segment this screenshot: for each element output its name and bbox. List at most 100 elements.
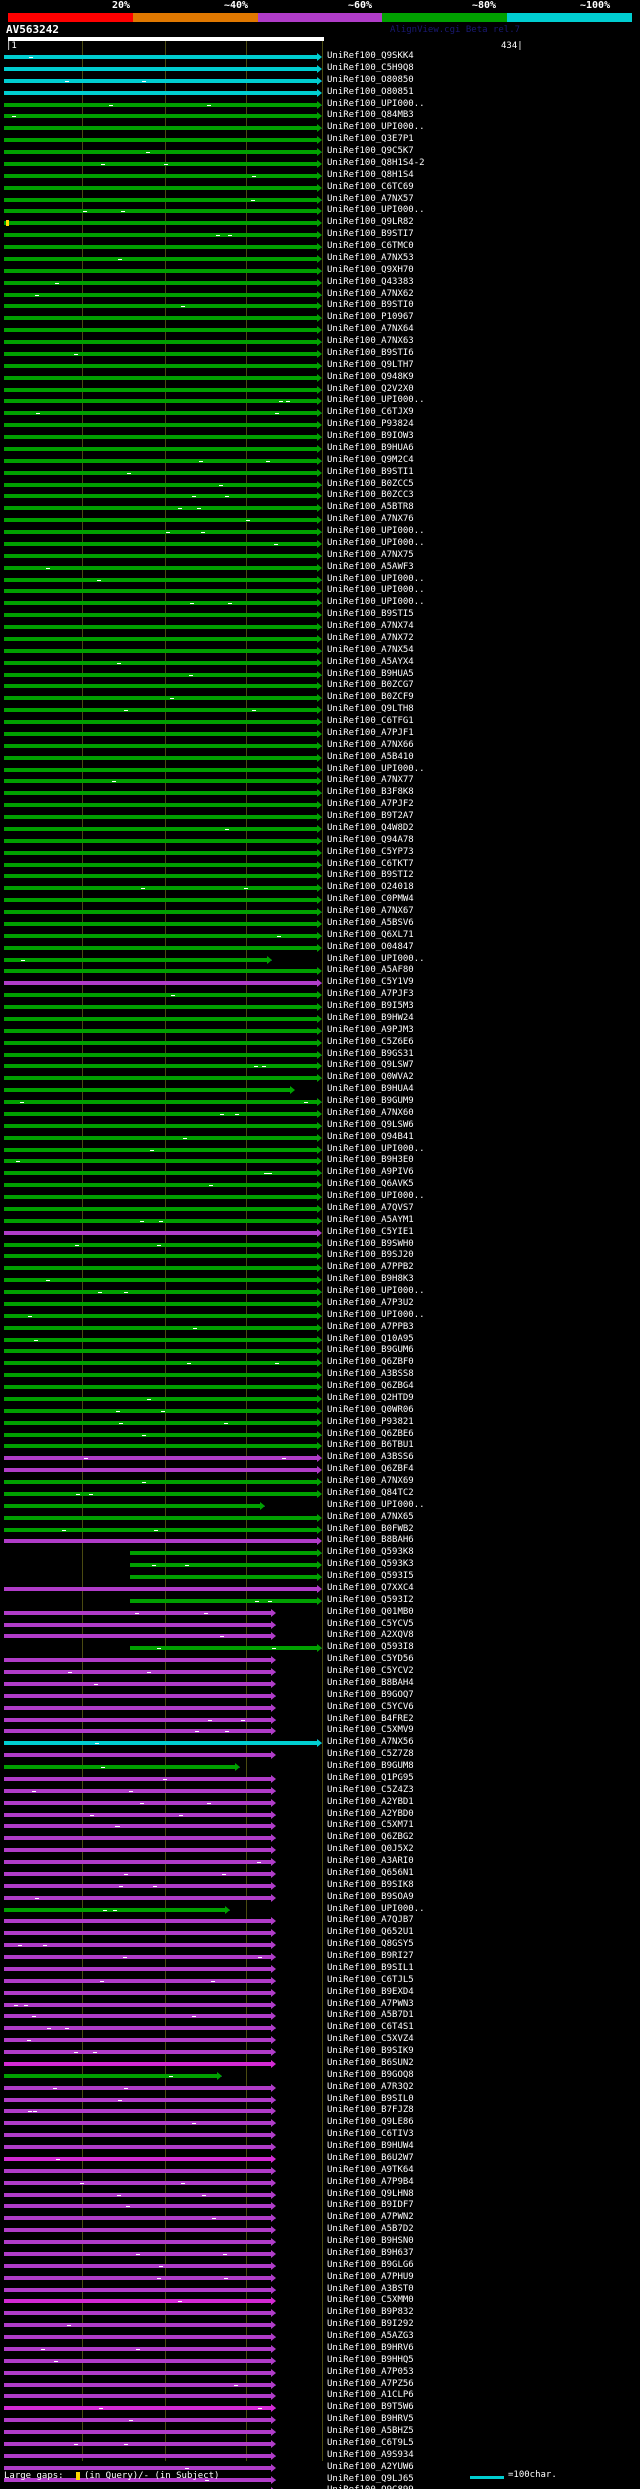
alignment-hit-row[interactable]: UniRef100_B0ZCF9 xyxy=(0,692,640,705)
hsp-bar[interactable] xyxy=(4,1301,317,1306)
hit-id-label[interactable]: UniRef100_B9H3E0 xyxy=(327,1155,414,1166)
alignment-hit-row[interactable]: UniRef100_UPI000.. xyxy=(0,526,640,539)
hit-id-label[interactable]: UniRef100_UPI000.. xyxy=(327,585,425,596)
alignment-hit-row[interactable]: UniRef100_P93824 xyxy=(0,419,640,432)
hit-id-label[interactable]: UniRef100_B9RI27 xyxy=(327,1951,414,1961)
hit-id-label[interactable]: UniRef100_B9SIL1 xyxy=(327,1962,414,1973)
hit-id-label[interactable]: UniRef100_Q652U1 xyxy=(327,1927,414,1938)
alignment-hit-row[interactable]: UniRef100_Q9M2C4 xyxy=(0,455,640,468)
hit-id-label[interactable]: UniRef100_Q9LTH8 xyxy=(327,704,414,715)
alignment-hit-row[interactable]: UniRef100_A2XQV8 xyxy=(0,1630,640,1643)
alignment-hit-row[interactable]: UniRef100_B9IDF7 xyxy=(0,2200,640,2213)
alignment-hit-row[interactable]: UniRef100_Q10A95 xyxy=(0,1334,640,1347)
hit-id-label[interactable]: UniRef100_A7NX53 xyxy=(327,252,414,263)
alignment-hit-row[interactable]: UniRef100_A7NX75 xyxy=(0,550,640,563)
hit-id-label[interactable]: UniRef100_A9PIV6 xyxy=(327,1167,414,1178)
alignment-hit-row[interactable]: UniRef100_A9PIV6 xyxy=(0,1167,640,1180)
hsp-bar[interactable] xyxy=(4,2406,271,2411)
hsp-bar[interactable] xyxy=(4,1812,271,1817)
hsp-bar[interactable] xyxy=(4,779,317,784)
hsp-bar[interactable] xyxy=(4,1670,271,1674)
hsp-bar[interactable] xyxy=(4,161,317,166)
hit-id-label[interactable]: UniRef100_A5B410 xyxy=(327,751,414,762)
hsp-bar[interactable] xyxy=(4,898,317,903)
hit-id-label[interactable]: UniRef100_B4FRE2 xyxy=(327,1713,414,1724)
hit-id-label[interactable]: UniRef100_UPI000.. xyxy=(327,1191,425,1201)
hsp-bar[interactable] xyxy=(4,933,317,938)
hit-id-label[interactable]: UniRef100_Q2V2X0 xyxy=(327,383,414,394)
hit-id-label[interactable]: UniRef100_B9T2A7 xyxy=(327,811,414,821)
alignment-hit-row[interactable]: UniRef100_B0ZCG7 xyxy=(0,680,640,693)
hit-id-label[interactable]: UniRef100_Q2HTD9 xyxy=(327,1392,414,1403)
hit-id-label[interactable]: UniRef100_C6T9L5 xyxy=(327,2437,414,2448)
hsp-bar[interactable] xyxy=(4,66,317,71)
alignment-hit-row[interactable]: UniRef100_A5BTR8 xyxy=(0,502,640,515)
hit-id-label[interactable]: UniRef100_Q8H1S4 xyxy=(327,169,414,180)
hsp-bar[interactable] xyxy=(4,138,317,143)
hsp-bar[interactable] xyxy=(4,2156,271,2161)
hsp-bar[interactable] xyxy=(4,1361,317,1366)
hit-id-label[interactable]: UniRef100_UPI000.. xyxy=(327,597,425,608)
hsp-bar[interactable] xyxy=(4,1373,317,1378)
hsp-bar[interactable] xyxy=(4,1313,317,1318)
hit-id-label[interactable]: UniRef100_C5Y1V9 xyxy=(327,977,414,988)
hsp-bar[interactable] xyxy=(4,2014,271,2019)
hit-id-label[interactable]: UniRef100_B6U2W7 xyxy=(327,2152,414,2163)
hit-id-label[interactable]: UniRef100_C6T4S1 xyxy=(327,2022,414,2033)
alignment-hit-row[interactable]: UniRef100_C0PMW4 xyxy=(0,894,640,907)
hsp-bar[interactable] xyxy=(4,2038,271,2043)
alignment-hit-row[interactable]: UniRef100_B9HUA5 xyxy=(0,669,640,682)
alignment-hit-row[interactable]: UniRef100_B9HSN0 xyxy=(0,2236,640,2249)
hit-id-label[interactable]: UniRef100_Q94A78 xyxy=(327,834,414,845)
alignment-hit-row[interactable]: UniRef100_Q9C899 xyxy=(0,2485,640,2489)
hsp-bar[interactable] xyxy=(4,1254,317,1259)
alignment-hit-row[interactable]: UniRef100_Q3E7P1 xyxy=(0,134,640,147)
alignment-hit-row[interactable]: UniRef100_Q593K8 xyxy=(0,1547,640,1560)
alignment-hit-row[interactable]: UniRef100_C5XM71 xyxy=(0,1820,640,1833)
alignment-hit-row[interactable]: UniRef100_Q43383 xyxy=(0,277,640,290)
hit-id-label[interactable]: UniRef100_Q9LSW7 xyxy=(327,1060,414,1071)
alignment-hit-row[interactable]: UniRef100_B0ZCC5 xyxy=(0,479,640,492)
alignment-hit-row[interactable]: UniRef100_B9SWH0 xyxy=(0,1239,640,1252)
hsp-bar[interactable] xyxy=(4,2335,271,2339)
hit-id-label[interactable]: UniRef100_O24018 xyxy=(327,882,414,893)
hsp-bar[interactable] xyxy=(4,613,317,618)
hsp-bar[interactable] xyxy=(4,1016,317,1021)
alignment-hit-row[interactable]: UniRef100_A3ARI0 xyxy=(0,1856,640,1869)
alignment-hit-row[interactable]: UniRef100_C6T9L5 xyxy=(0,2437,640,2451)
hsp-bar[interactable] xyxy=(4,1337,317,1342)
hit-id-label[interactable]: UniRef100_A7PPB3 xyxy=(327,1321,414,1332)
hit-id-label[interactable]: UniRef100_UPI000.. xyxy=(327,1143,425,1154)
hit-id-label[interactable]: UniRef100_B9STI7 xyxy=(327,229,414,240)
hsp-bar[interactable] xyxy=(4,256,317,261)
hit-id-label[interactable]: UniRef100_UPI000.. xyxy=(327,395,425,406)
alignment-hit-row[interactable]: UniRef100_C5Z6E6 xyxy=(0,1037,640,1050)
hsp-bar[interactable] xyxy=(4,506,317,511)
hsp-bar[interactable] xyxy=(4,1064,317,1069)
alignment-hit-row[interactable]: UniRef100_C6TIV3 xyxy=(0,2129,640,2142)
hsp-bar[interactable] xyxy=(4,2109,271,2114)
hit-id-label[interactable]: UniRef100_B6TBU1 xyxy=(327,1440,414,1451)
hsp-bar[interactable] xyxy=(4,803,317,808)
alignment-hit-row[interactable]: UniRef100_Q84TC2 xyxy=(0,1488,640,1501)
hsp-bar[interactable] xyxy=(4,743,317,748)
hsp-bar[interactable] xyxy=(4,1658,271,1663)
hit-id-label[interactable]: UniRef100_UPI000.. xyxy=(327,526,425,536)
hsp-bar[interactable] xyxy=(4,2168,271,2173)
alignment-hit-row[interactable]: UniRef100_A7NX67 xyxy=(0,906,640,919)
hsp-bar[interactable] xyxy=(130,1551,317,1556)
alignment-hit-row[interactable]: UniRef100_Q8H1S4 xyxy=(0,169,640,183)
hsp-bar[interactable] xyxy=(4,1468,317,1473)
hit-id-label[interactable]: UniRef100_B0ZCF9 xyxy=(327,692,414,703)
alignment-hit-row[interactable]: UniRef100_A7NX65 xyxy=(0,1512,640,1525)
hsp-bar[interactable] xyxy=(4,1978,271,1983)
hsp-bar[interactable] xyxy=(4,1919,271,1924)
hsp-bar[interactable] xyxy=(4,494,317,499)
alignment-hit-row[interactable]: UniRef100_Q9LHN8 xyxy=(0,2189,640,2202)
hsp-bar[interactable] xyxy=(4,2204,271,2209)
hit-id-label[interactable]: UniRef100_UPI000.. xyxy=(327,1309,425,1320)
hit-id-label[interactable]: UniRef100_B9GUM6 xyxy=(327,1345,414,1356)
hsp-bar[interactable] xyxy=(4,1480,317,1484)
alignment-hit-row[interactable]: UniRef100_B9T2A7 xyxy=(0,811,640,824)
hsp-bar[interactable] xyxy=(4,1943,271,1948)
